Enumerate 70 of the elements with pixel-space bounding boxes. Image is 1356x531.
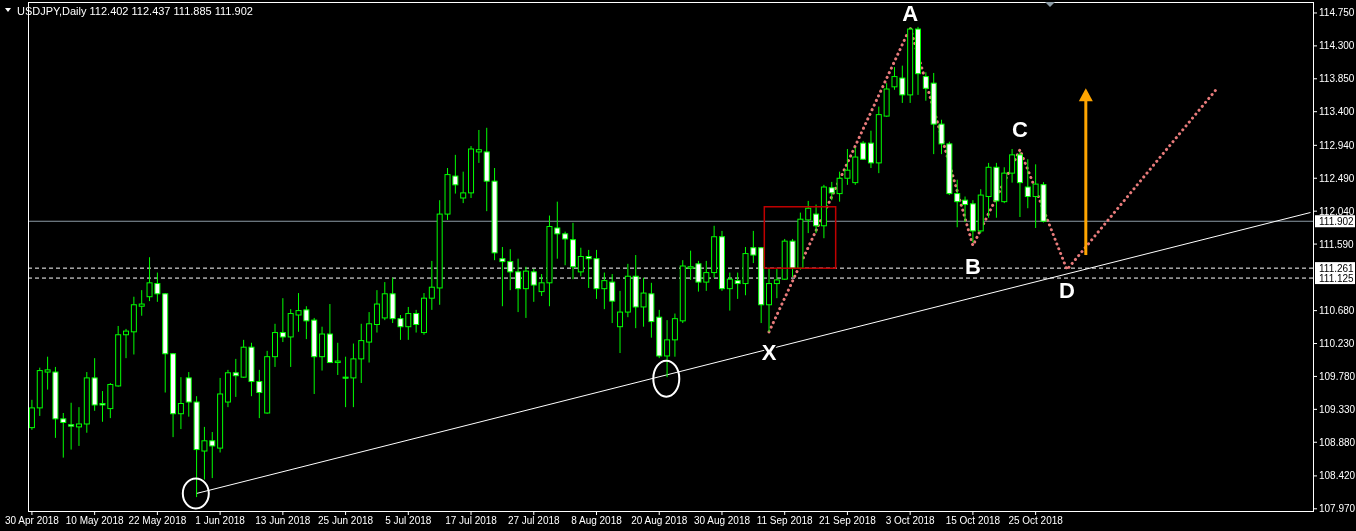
- annotation: C: [1012, 117, 1028, 143]
- line-series: [767, 26, 1218, 334]
- candlestick: [28, 399, 35, 431]
- y-tick-label: 111.590: [1319, 238, 1355, 250]
- y-tick-label: 112.040: [1319, 205, 1355, 217]
- x-tick-label: 30 Aug 2018: [693, 515, 751, 526]
- candlestick: [726, 272, 733, 312]
- annotation: B: [964, 254, 981, 280]
- candlestick: [671, 313, 678, 358]
- y-tick-label: 108.880: [1319, 436, 1356, 448]
- y-tick-label: 113.400: [1319, 106, 1355, 118]
- candlestick: [177, 376, 184, 430]
- y-tick-label: 109.330: [1319, 403, 1356, 415]
- candlestick: [773, 267, 780, 299]
- candlestick: [867, 130, 874, 169]
- x-tick-label: 5 Jul 2018: [385, 515, 432, 526]
- candlestick: [334, 342, 341, 376]
- candlestick: [75, 406, 82, 447]
- candlestick: [123, 328, 130, 359]
- y-tick-label: 110.230: [1319, 338, 1355, 350]
- x-tick-label: 8 Aug 2018: [571, 515, 623, 526]
- x-tick-label: 20 Aug 2018: [631, 515, 688, 526]
- candlestick: [413, 309, 420, 334]
- candlestick: [860, 140, 867, 161]
- y-tick-label: 109.780: [1319, 370, 1356, 382]
- x-tick-label: 22 May 2018: [128, 515, 187, 526]
- x-tick-label: 17 Jul 2018: [445, 515, 498, 526]
- candlestick: [664, 319, 671, 378]
- candlestick: [562, 231, 569, 266]
- candlestick: [68, 402, 75, 451]
- candlestick: [460, 171, 467, 204]
- x-tick-label: 15 Oct 2018: [945, 515, 1001, 526]
- x-tick-label: 27 Jul 2018: [507, 515, 561, 526]
- y-tick-label: 108.420: [1319, 470, 1356, 482]
- candlestick: [279, 297, 286, 343]
- candlestick: [319, 326, 326, 372]
- candlestick: [813, 204, 820, 234]
- x-tick-label: 1 Jun 2018: [195, 515, 246, 526]
- x-tick-label: 25 Jun 2018: [318, 515, 374, 526]
- candlestick: [766, 267, 773, 333]
- candlestick: [522, 266, 529, 319]
- y-tick-label: 107.970: [1319, 503, 1356, 515]
- candlestick: [922, 71, 929, 102]
- candlestick: [366, 311, 373, 364]
- x-tick-label: 25 Oct 2018: [1008, 515, 1064, 526]
- candlestick: [577, 247, 584, 277]
- ref-line-label: 111.902: [1319, 215, 1355, 227]
- annotation: D: [1059, 278, 1075, 304]
- candlestick: [617, 290, 624, 354]
- y-tick-label: 114.300: [1319, 40, 1355, 52]
- annotation: A: [902, 0, 919, 26]
- x-tick-label: 13 Jun 2018: [255, 515, 311, 526]
- ref-line-label: 111.261: [1319, 262, 1355, 274]
- ref-line-label: 111.125: [1319, 272, 1355, 284]
- x-tick-label: 21 Sep 2018: [819, 515, 877, 526]
- y-tick-label: 113.850: [1319, 73, 1355, 85]
- x-tick-label: 10 May 2018: [65, 515, 124, 526]
- y-tick-label: 110.680: [1319, 305, 1355, 317]
- candlestick: [475, 129, 482, 164]
- candlestick: [138, 289, 145, 317]
- candlestick: [962, 196, 969, 223]
- y-tick-label: 114.750: [1319, 7, 1355, 19]
- x-tick-label: 30 Apr 2018: [4, 515, 60, 526]
- candlestick: [428, 260, 435, 311]
- candlestick: [1009, 148, 1016, 184]
- candlestick: [373, 289, 380, 334]
- y-tick-label: 112.490: [1319, 172, 1355, 184]
- x-tick-label: 3 Oct 2018: [885, 515, 936, 526]
- x-tick-label: 11 Sep 2018: [756, 515, 814, 526]
- y-tick-label: 112.940: [1319, 139, 1355, 151]
